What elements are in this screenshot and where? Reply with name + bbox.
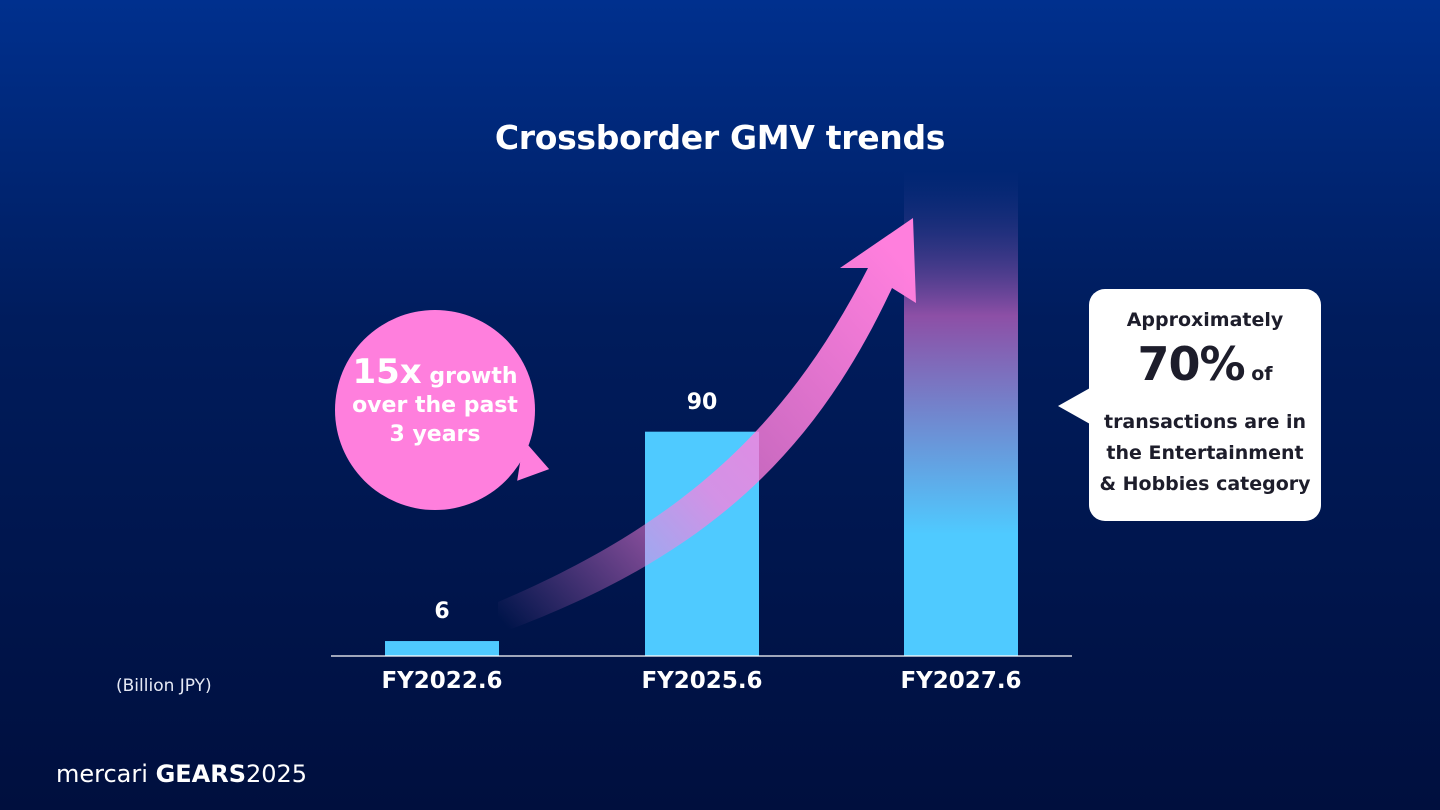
share-line3: transactions are in <box>1103 411 1307 433</box>
bar-value-label: 90 <box>686 389 718 415</box>
x-tick-label: FY2027.6 <box>900 668 1022 694</box>
growth-callout-text: 15x growth over the past 3 years <box>335 355 535 449</box>
share-of: of <box>1244 363 1273 385</box>
bar <box>385 641 499 656</box>
share-line5: & Hobbies category <box>1099 473 1311 495</box>
chart-title: Crossborder GMV trends <box>494 118 946 157</box>
share-line2: 70% of <box>1089 337 1321 391</box>
growth-line3: 3 years <box>389 422 481 447</box>
share-body: transactions are in the Entertainment & … <box>1089 407 1321 500</box>
bar-value-label: 6 <box>434 599 450 625</box>
x-tick-label: FY2025.6 <box>641 668 763 694</box>
share-callout: Approximately 70% of transactions are in… <box>1089 289 1321 521</box>
growth-bubble <box>335 310 535 510</box>
growth-multiplier: 15x <box>352 352 422 392</box>
share-line1: Approximately <box>1126 309 1284 331</box>
share-percent: 70% <box>1137 337 1245 391</box>
unit-label: (Billion JPY) <box>116 676 212 696</box>
growth-arrow <box>498 218 916 634</box>
share-callout-tail <box>1058 388 1090 424</box>
share-line4: the Entertainment <box>1106 442 1304 464</box>
growth-line2: over the past <box>352 393 518 418</box>
x-tick-label: FY2022.6 <box>381 668 503 694</box>
mercari-gears-logo: mercari GEARS2025 <box>56 760 308 788</box>
growth-line1: growth <box>421 364 518 389</box>
bar <box>904 170 1018 656</box>
